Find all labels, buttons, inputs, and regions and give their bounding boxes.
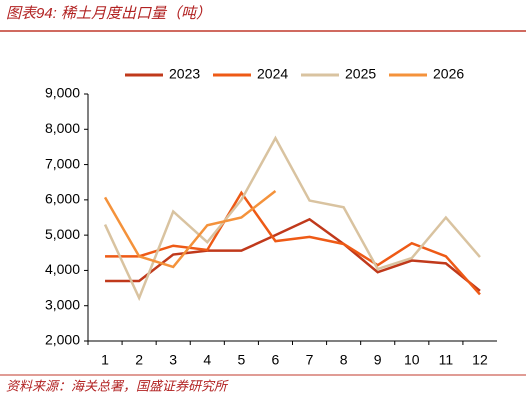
y-tick-label: 3,000 [45,296,80,312]
series-line [103,135,481,302]
x-tick-label: 7 [306,352,314,368]
chart-title: 图表94: 稀土月度出口量（吨） [6,5,211,22]
y-tick-label: 5,000 [45,226,80,242]
legend-label: 2023 [169,66,200,82]
y-tick-label: 9,000 [45,85,80,101]
x-tick-label: 6 [272,352,280,368]
x-tick-label: 3 [169,352,177,368]
x-tick-label: 9 [374,352,382,368]
x-tick-label: 2 [135,352,143,368]
y-tick-label: 7,000 [45,155,80,171]
x-tick-label: 4 [203,352,211,368]
legend-label: 2025 [345,66,376,82]
x-tick-label: 1 [101,352,109,368]
x-tick-label: 11 [439,352,454,368]
x-tick-label: 5 [237,352,245,368]
series-line [105,190,481,296]
y-tick-label: 2,000 [45,332,80,348]
x-tick-label: 10 [404,352,420,368]
legend-label: 2024 [257,66,288,82]
legend-label: 2026 [433,66,464,82]
x-tick-label: 12 [472,352,488,368]
series-line [103,190,277,269]
x-tick-label: 8 [340,352,348,368]
y-tick-label: 4,000 [45,261,80,277]
y-tick-label: 8,000 [45,120,80,136]
source-note: 资料来源：海关总署，国盛证券研究所 [6,378,229,393]
series-line [105,217,481,292]
y-tick-label: 6,000 [45,191,80,207]
